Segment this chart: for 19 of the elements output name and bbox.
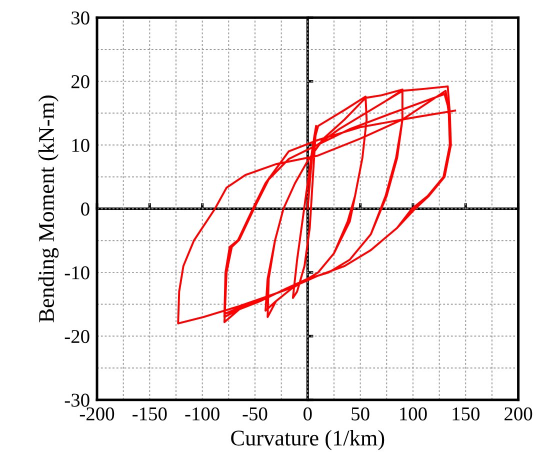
x-tick-label: -200 [80,407,114,420]
x-tick-label: 50 [352,407,370,420]
x-tick-label: -150 [132,407,167,420]
x-axis-title: Curvature (1/km) [231,430,384,450]
x-tick-label: 0 [304,407,312,420]
y-tick-label: 20 [71,75,90,88]
x-tick-label: -50 [242,407,268,420]
y-tick-label: -10 [64,266,90,280]
y-tick-label: 0 [81,202,90,216]
y-tick-label: 10 [72,138,90,152]
x-tick-label: 150 [452,407,480,420]
y-tick-label: -20 [64,330,90,344]
line-series [177,85,456,324]
x-tick-label: 100 [400,407,427,420]
y-tick-label: -30 [64,394,90,407]
x-tick-label: 200 [504,407,532,420]
x-tick-label: -100 [185,407,220,420]
y-tick-label: 30 [72,11,90,25]
y-axis-title: Bending Moment (kN-m) [38,96,59,322]
